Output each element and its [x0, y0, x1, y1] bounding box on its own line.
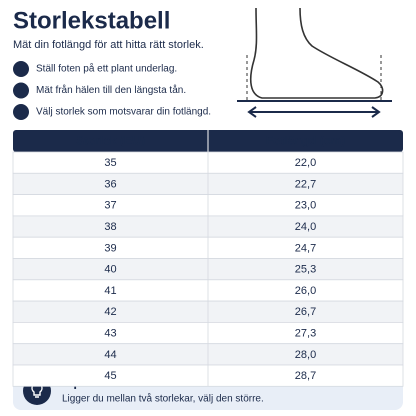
table-cell: 24,7	[295, 242, 316, 254]
foot-illustration	[237, 7, 392, 118]
table-cell: 26,0	[295, 285, 316, 297]
table-cell: 42	[104, 306, 116, 318]
column-header: Storlek (EU)	[76, 134, 145, 148]
step-number: 1	[18, 64, 24, 75]
table-cell: 43	[104, 327, 116, 339]
table-cell: 38	[104, 221, 116, 233]
step-number: 2	[18, 86, 24, 97]
step-text: Mät från hälen till den längsta tån.	[36, 84, 186, 96]
step-text: Välj storlek som motsvarar din fotlängd.	[36, 107, 211, 118]
tips-text: Ligger du mellan två storlekar, välj den…	[62, 393, 264, 405]
subtitle: Mät din fotlängd för att hitta rätt stor…	[13, 39, 204, 51]
title: Storlekstabell	[13, 7, 170, 34]
table-cell: 45	[104, 370, 116, 382]
step-badge	[13, 61, 29, 77]
table-cell: 28,7	[295, 370, 316, 382]
table-cell: 22,0	[295, 157, 316, 169]
table-cell: 41	[104, 285, 116, 297]
table-cell: 26,7	[295, 306, 316, 318]
table-cell: 39	[104, 242, 116, 254]
table-cell: 44	[104, 349, 116, 361]
table-cell: 40	[104, 264, 116, 276]
table-cell: 36	[104, 178, 116, 190]
table-cell: 27,3	[295, 327, 316, 339]
table-cell: 28,0	[295, 349, 316, 361]
table-cell: 25,3	[295, 264, 316, 276]
step-badge	[13, 82, 29, 99]
table-cell: 37	[104, 200, 116, 212]
step-badge	[13, 104, 29, 120]
step-number: 3	[18, 107, 24, 118]
table-cell: 24,0	[295, 221, 316, 233]
step-text: Ställ foten på ett plant underlag.	[36, 63, 177, 75]
table-cell: 22,7	[295, 178, 316, 190]
column-header: Fotlängd (cm)	[266, 134, 345, 148]
table-cell: 35	[104, 157, 116, 169]
table-cell: 23,0	[295, 200, 316, 212]
